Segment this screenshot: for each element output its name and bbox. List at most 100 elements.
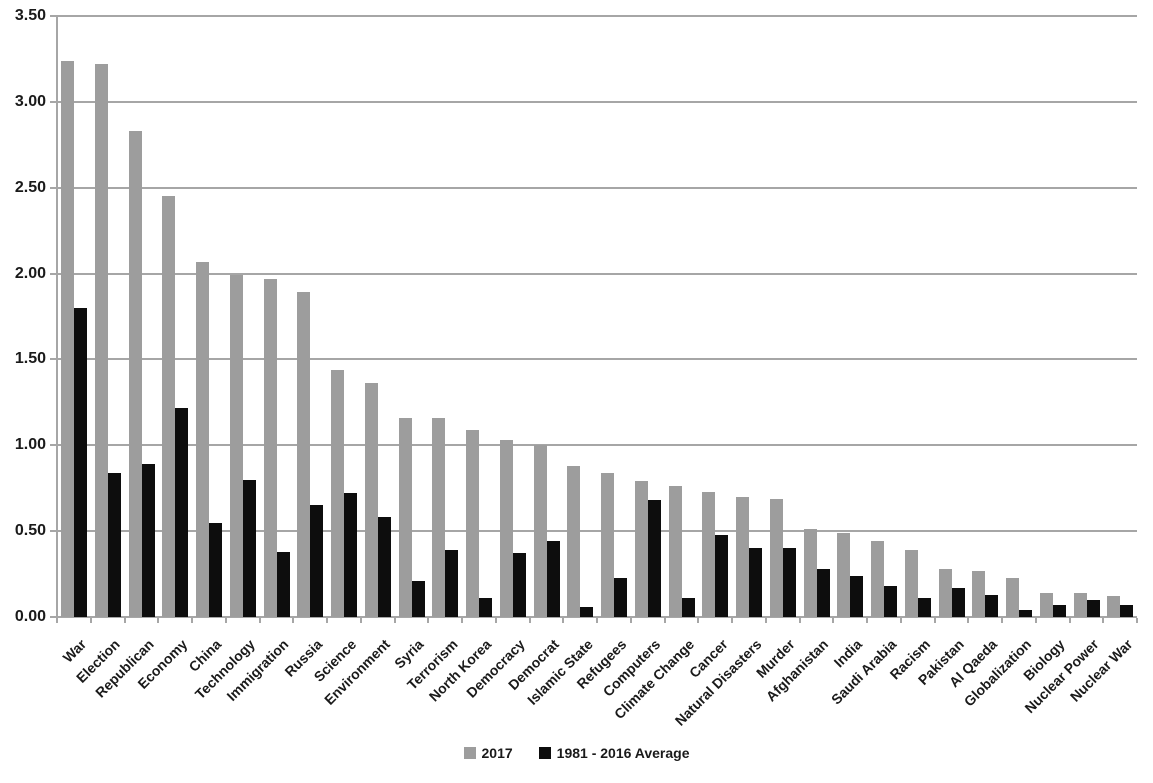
bar-2017-russia	[297, 292, 311, 617]
x-axis-tick	[697, 618, 700, 623]
x-axis-tick	[1102, 618, 1105, 623]
gridline	[57, 444, 1137, 447]
x-axis-tick	[832, 618, 835, 623]
x-axis-tick	[393, 618, 396, 623]
x-axis-tick	[157, 618, 160, 623]
y-axis-label: 0.00	[14, 608, 46, 625]
bar-2017-nuclear-power	[1073, 593, 1087, 617]
gridline	[57, 15, 1137, 17]
bar-2017-war	[61, 61, 74, 617]
bar-1981-2016-average-environment	[377, 517, 391, 617]
bar-1981-2016-average-nuclear-power	[1086, 600, 1100, 617]
bar-1981-2016-average-nuclear-war	[1120, 605, 1134, 617]
y-axis-label: 1.50	[14, 350, 46, 368]
bar-2017-technology	[229, 275, 243, 617]
x-axis-tick	[427, 618, 430, 623]
x-axis-tick	[258, 618, 261, 623]
x-axis-tick	[359, 618, 362, 623]
x-axis-tick	[866, 618, 868, 623]
chart-legend: 2017 1981 - 2016 Average	[0, 744, 1153, 762]
legend-swatch-1981-2016-average	[538, 747, 551, 759]
y-axis-label: 1.00	[14, 436, 46, 454]
bar-1981-2016-average-al-qaeda	[985, 595, 999, 617]
bar-1981-2016-average-china	[209, 523, 222, 617]
bar-1981-2016-average-afghanistan	[816, 569, 830, 617]
bar-1981-2016-average-cancer	[715, 535, 729, 617]
bar-2017-terrorism	[432, 418, 446, 617]
bar-2017-nuclear-war	[1107, 596, 1121, 617]
x-axis-tick	[798, 618, 801, 623]
bar-1981-2016-average-climate-change	[681, 598, 695, 617]
bar-1981-2016-average-syria	[411, 581, 425, 617]
x-axis-tick	[1068, 618, 1071, 623]
gridline	[57, 358, 1137, 361]
x-axis-tick	[292, 618, 295, 623]
bar-2017-saudi-arabia	[871, 541, 884, 617]
bar-1981-2016-average-immigration	[276, 552, 290, 617]
y-axis-tick	[50, 530, 57, 533]
x-axis-tick	[123, 618, 126, 623]
legend-label-1981-2016-average: 1981 - 2016 Average	[556, 745, 690, 761]
bar-1981-2016-average-natural-disasters	[749, 548, 762, 617]
bar-2017-natural-disasters	[736, 497, 749, 617]
x-axis-tick	[494, 618, 497, 623]
bar-1981-2016-average-election	[107, 473, 121, 617]
x-axis-tick	[1001, 618, 1003, 623]
x-axis-tick	[933, 618, 936, 623]
x-axis-tick	[1034, 618, 1037, 623]
bar-2017-murder	[769, 499, 783, 617]
x-axis-tick	[663, 618, 666, 623]
y-axis-tick	[50, 616, 57, 618]
y-axis-label: 2.00	[14, 264, 46, 282]
y-axis-label: 3.50	[14, 7, 46, 24]
bar-1981-2016-average-india	[850, 576, 864, 617]
x-axis-tick	[967, 618, 970, 623]
bar-1981-2016-average-science	[344, 493, 357, 617]
y-axis-tick	[50, 358, 57, 361]
x-axis-tick	[629, 618, 632, 623]
bar-2017-immigration	[263, 279, 277, 617]
bar-2017-climate-change	[668, 486, 682, 617]
bar-2017-republican	[128, 131, 142, 617]
y-axis-tick	[50, 444, 57, 447]
bar-2017-environment	[364, 383, 378, 617]
gridline	[57, 100, 1137, 103]
x-axis-tick	[191, 618, 193, 623]
x-axis-tick	[89, 618, 92, 623]
bar-2017-india	[837, 533, 851, 617]
bar-1981-2016-average-democracy	[512, 553, 526, 617]
x-axis-tick	[326, 618, 328, 623]
bar-1981-2016-average-war	[74, 308, 87, 617]
bar-1981-2016-average-russia	[310, 505, 324, 617]
bar-2017-cancer	[702, 492, 716, 617]
y-axis-label: 0.50	[14, 522, 46, 540]
bar-2017-computers	[634, 481, 648, 617]
x-axis-tick	[731, 618, 733, 623]
bar-2017-al-qaeda	[972, 571, 986, 617]
bar-1981-2016-average-computers	[647, 500, 661, 617]
x-axis-tick	[528, 618, 531, 623]
x-axis-tick	[562, 618, 565, 623]
bar-2017-election	[94, 64, 108, 617]
x-axis-tick	[56, 618, 58, 623]
bar-2017-biology	[1039, 593, 1053, 617]
bar-2017-science	[331, 370, 344, 617]
bar-1981-2016-average-democrat	[546, 541, 560, 617]
y-axis-tick	[50, 15, 57, 17]
bar-2017-refugees	[601, 473, 614, 617]
bar-2017-democracy	[499, 440, 513, 617]
bar-2017-pakistan	[938, 569, 952, 617]
bar-1981-2016-average-pakistan	[951, 588, 965, 617]
gridline	[57, 272, 1137, 275]
bar-1981-2016-average-racism	[917, 598, 931, 617]
bar-1981-2016-average-globalization	[1019, 610, 1032, 617]
legend-item-1981-2016-average: 1981 - 2016 Average	[538, 744, 690, 762]
gridline	[57, 186, 1137, 189]
x-axis-tick	[899, 618, 902, 623]
y-axis-line	[56, 16, 58, 623]
bar-1981-2016-average-economy	[175, 408, 189, 617]
y-axis-label: 3.00	[14, 92, 46, 110]
bar-1981-2016-average-technology	[242, 480, 256, 617]
bar-2017-afghanistan	[803, 529, 817, 617]
x-axis-line	[57, 616, 1137, 618]
